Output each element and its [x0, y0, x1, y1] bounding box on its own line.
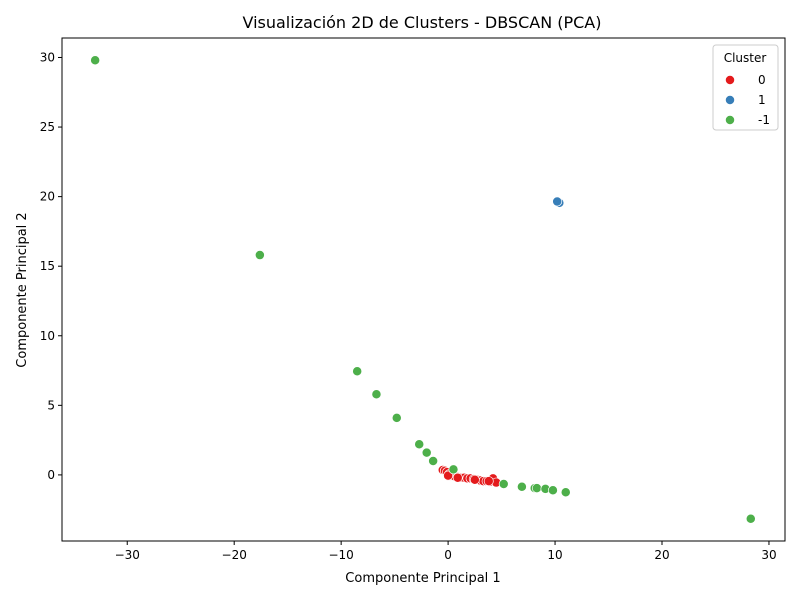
legend-marker	[725, 115, 735, 125]
y-axis-ticks: 0 5 10 15 20 25 30	[40, 50, 62, 482]
legend-label: 1	[758, 93, 766, 107]
point-cluster--1	[428, 456, 439, 466]
y-tick-label: 0	[47, 468, 55, 482]
point-cluster--1	[448, 464, 459, 475]
legend-label: -1	[758, 113, 770, 127]
point-cluster--1	[560, 487, 571, 498]
point-cluster-0	[469, 474, 480, 485]
point-cluster--1	[371, 389, 382, 400]
y-tick-label: 10	[40, 329, 55, 343]
x-tick-label: 30	[761, 548, 776, 562]
points-layer	[90, 55, 756, 524]
x-tick-label: 20	[654, 548, 669, 562]
y-axis-label: Componente Principal 2	[15, 212, 30, 367]
legend-items: 0 1 -1	[725, 73, 770, 127]
legend-marker	[725, 95, 735, 105]
point-cluster--1	[498, 479, 509, 489]
y-tick-label: 30	[40, 50, 55, 64]
chart-title: Visualización 2D de Clusters - DBSCAN (P…	[242, 13, 601, 32]
point-cluster-0	[483, 476, 494, 487]
point-cluster-0	[452, 472, 463, 483]
point-cluster-1	[552, 196, 563, 207]
x-axis-ticks: −30 −20 −10 0 10 20 30	[115, 541, 777, 562]
point-cluster--1	[352, 366, 363, 377]
legend-label: 0	[758, 73, 766, 87]
legend-marker	[725, 75, 735, 85]
point-cluster--1	[745, 513, 756, 524]
legend: Cluster 0 1 -1	[712, 44, 779, 131]
x-axis-label: Componente Principal 1	[345, 571, 500, 586]
y-tick-label: 25	[40, 120, 55, 134]
y-tick-label: 20	[40, 190, 55, 204]
plot-frame	[61, 37, 786, 542]
point-cluster--1	[421, 447, 432, 458]
y-tick-label: 5	[47, 398, 55, 412]
point-cluster--1	[414, 439, 425, 450]
x-tick-label: 0	[444, 548, 452, 562]
x-tick-label: −10	[328, 548, 353, 562]
point-cluster--1	[547, 485, 558, 496]
point-cluster--1	[90, 55, 101, 66]
x-tick-label: 10	[547, 548, 562, 562]
x-tick-label: −30	[115, 548, 140, 562]
point-cluster--1	[516, 481, 527, 492]
point-cluster--1	[391, 412, 402, 423]
x-tick-label: −20	[222, 548, 247, 562]
point-cluster--1	[254, 250, 265, 261]
legend-title: Cluster	[724, 51, 767, 65]
legend-box	[712, 44, 779, 131]
plot-area	[62, 38, 785, 541]
y-tick-label: 15	[40, 259, 55, 273]
point-cluster-0	[443, 470, 454, 481]
point-cluster--1	[531, 483, 542, 494]
